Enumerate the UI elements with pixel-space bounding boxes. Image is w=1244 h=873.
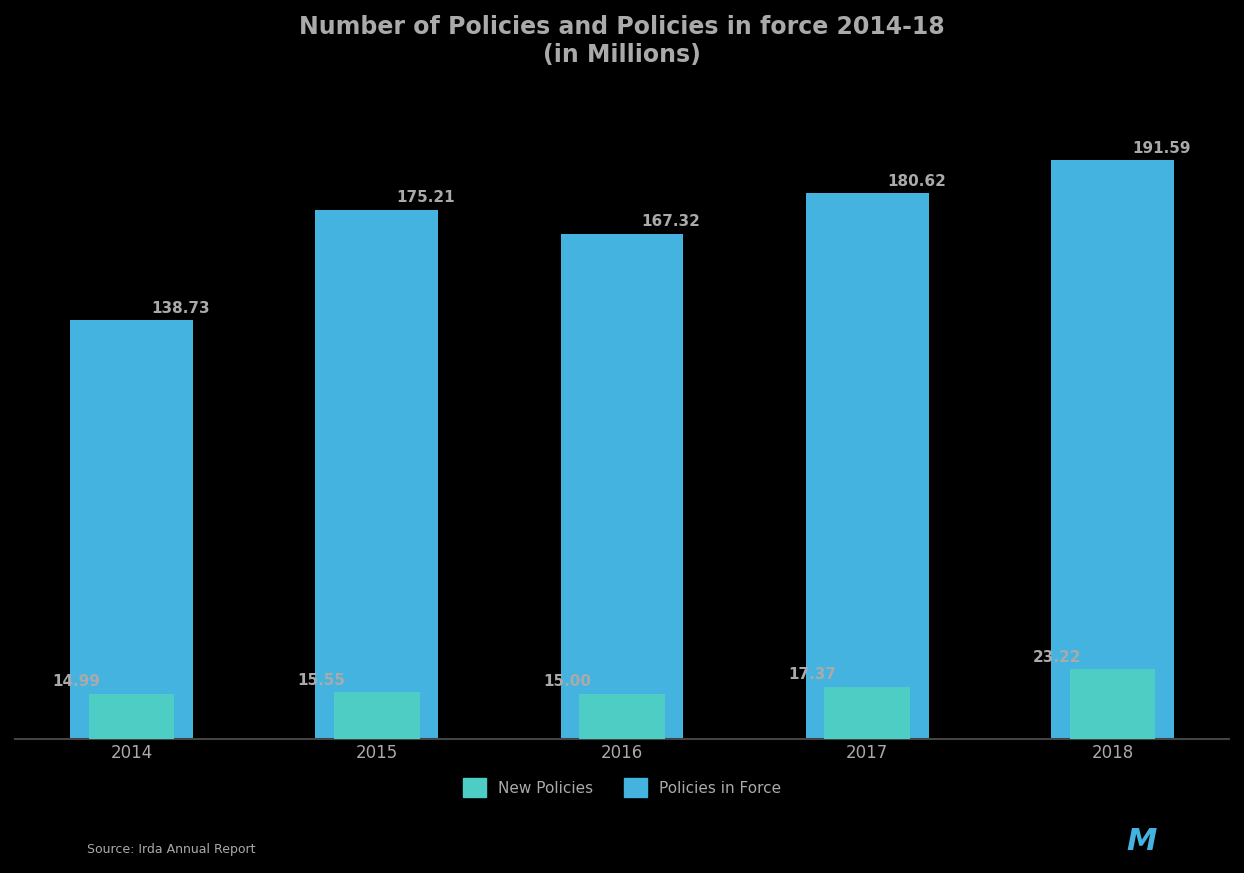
Bar bbox=[333, 692, 419, 739]
Bar bbox=[825, 687, 911, 739]
Title: Number of Policies and Policies in force 2014-18
(in Millions): Number of Policies and Policies in force… bbox=[299, 15, 945, 67]
Text: 138.73: 138.73 bbox=[152, 300, 210, 315]
Text: Source: Irda Annual Report: Source: Irda Annual Report bbox=[87, 842, 255, 856]
Text: 23.22: 23.22 bbox=[1033, 650, 1081, 664]
Text: 14.99: 14.99 bbox=[52, 675, 101, 690]
Text: 175.21: 175.21 bbox=[397, 190, 455, 205]
Bar bbox=[316, 210, 438, 739]
Bar bbox=[806, 194, 928, 739]
Bar bbox=[70, 320, 193, 739]
Bar bbox=[1070, 669, 1156, 739]
Bar bbox=[88, 694, 174, 739]
Text: M: M bbox=[1127, 827, 1157, 856]
Bar bbox=[561, 234, 683, 739]
Text: 17.37: 17.37 bbox=[787, 667, 836, 683]
Legend: New Policies, Policies in Force: New Policies, Policies in Force bbox=[457, 773, 787, 803]
Bar bbox=[1051, 161, 1174, 739]
Text: 167.32: 167.32 bbox=[642, 214, 700, 229]
Bar bbox=[578, 694, 666, 739]
Text: 15.55: 15.55 bbox=[297, 673, 346, 688]
Text: 15.00: 15.00 bbox=[542, 675, 591, 690]
Text: 180.62: 180.62 bbox=[887, 174, 945, 189]
Text: 191.59: 191.59 bbox=[1132, 141, 1191, 155]
